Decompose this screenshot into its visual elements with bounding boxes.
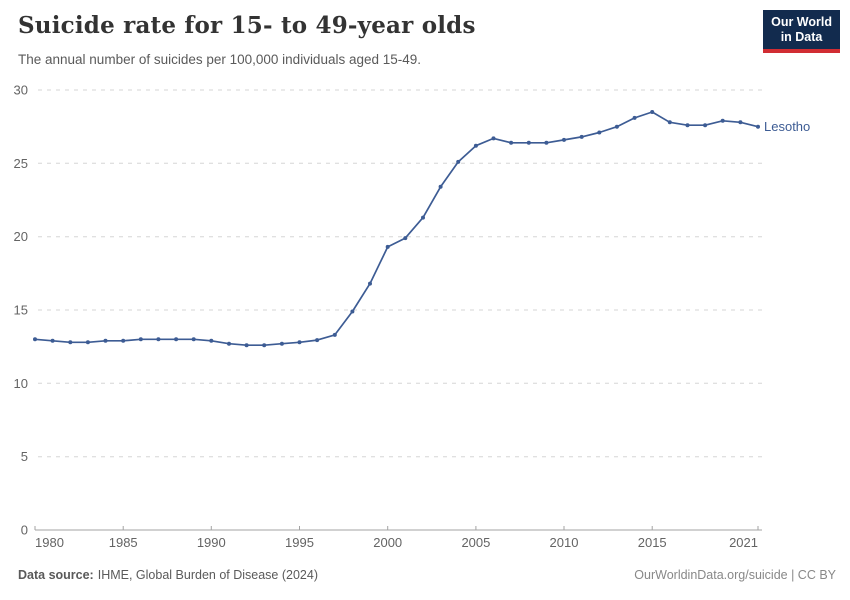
data-point — [720, 118, 725, 123]
data-point — [385, 244, 390, 249]
data-point — [579, 134, 584, 139]
data-point — [562, 137, 566, 142]
data-point — [191, 337, 196, 342]
data-point — [368, 281, 372, 286]
data-point — [597, 130, 602, 135]
series-label: Lesotho — [764, 119, 810, 134]
x-tick-label: 2010 — [550, 535, 579, 550]
data-point — [526, 140, 531, 145]
data-source-label: Data source: — [18, 568, 94, 582]
x-tick-label: 2015 — [638, 535, 667, 550]
data-point — [756, 124, 760, 129]
owid-logo-line2: in Data — [780, 30, 823, 44]
chart-header: Suicide rate for 15- to 49-year olds The… — [0, 0, 850, 80]
x-tick-label: 1995 — [285, 535, 314, 550]
y-tick-label: 30 — [14, 83, 28, 98]
chart-footer: Data source: IHME, Global Burden of Disea… — [18, 568, 836, 582]
page-title: Suicide rate for 15- to 49-year olds — [18, 12, 476, 39]
data-point — [244, 343, 249, 348]
x-axis: 1980 1985 1990 1995 2000 2005 2010 2015 2021 — [34, 526, 759, 550]
data-source-value: IHME, Global Burden of Disease (2024) — [97, 568, 318, 582]
data-point — [421, 215, 425, 220]
data-point — [438, 184, 443, 189]
data-point — [614, 124, 619, 129]
y-tick-label: 15 — [14, 303, 28, 318]
data-point — [509, 140, 514, 145]
data-point — [174, 337, 179, 342]
y-tick-label: 20 — [14, 229, 28, 244]
data-point — [456, 159, 461, 164]
data-point — [738, 120, 743, 125]
data-source: Data source: IHME, Global Burden of Disea… — [18, 568, 318, 582]
line-chart-canvas[interactable]: 0 5 10 15 20 25 30 1980 1985 1990 1995 2000 2005 2010… — [0, 80, 850, 555]
chart-subtitle: The annual number of suicides per 100,00… — [18, 52, 422, 67]
data-point — [156, 337, 161, 342]
data-point — [50, 338, 55, 343]
data-line[interactable] — [34, 111, 759, 347]
y-tick-label: 5 — [21, 449, 28, 464]
y-tick-label: 0 — [21, 523, 28, 538]
data-point — [685, 123, 690, 128]
x-tick-label: 2000 — [373, 535, 402, 550]
license-note: OurWorldinData.org/suicide | CC BY — [634, 568, 836, 582]
data-point — [33, 337, 37, 342]
y-axis: 0 5 10 15 20 25 30 — [14, 83, 762, 538]
data-point — [491, 136, 496, 141]
data-point — [227, 341, 231, 346]
data-point — [297, 340, 302, 345]
data-point — [332, 332, 337, 337]
data-point — [403, 236, 408, 241]
data-point — [279, 341, 284, 346]
data-point — [544, 140, 549, 145]
x-tick-label: 2021 — [729, 535, 758, 550]
x-tick-label: 1990 — [197, 535, 226, 550]
x-tick-label: 2005 — [461, 535, 490, 550]
data-point — [209, 338, 214, 343]
data-point — [473, 143, 478, 148]
data-point — [315, 338, 320, 343]
data-point — [350, 309, 355, 314]
data-point — [667, 120, 672, 125]
x-tick-label: 1980 — [35, 535, 64, 550]
data-point — [121, 338, 126, 343]
y-tick-label: 25 — [14, 156, 28, 171]
owid-logo-line1: Our World — [771, 15, 832, 29]
owid-logo[interactable]: Our World in Data — [763, 10, 840, 53]
data-point — [68, 340, 73, 345]
y-tick-label: 10 — [14, 376, 28, 391]
data-point — [85, 340, 90, 345]
data-point — [703, 123, 708, 128]
data-points[interactable] — [33, 110, 760, 348]
data-point — [262, 343, 267, 348]
data-point — [103, 338, 108, 343]
data-point — [632, 115, 637, 120]
data-point — [650, 110, 655, 114]
data-point — [138, 337, 143, 342]
x-tick-label: 1985 — [109, 535, 138, 550]
